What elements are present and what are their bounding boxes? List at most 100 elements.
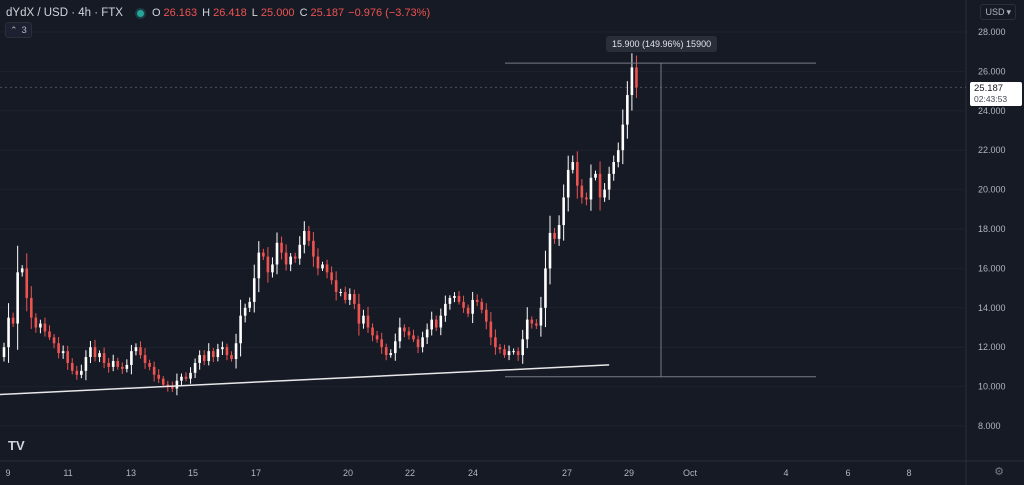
candle-body: [221, 347, 224, 350]
candle: [507, 345, 511, 361]
candle: [580, 179, 584, 204]
trend-line[interactable]: [0, 364, 610, 396]
y-tick-label: 22.000: [978, 145, 1006, 155]
candle-body: [61, 351, 65, 354]
candle-body: [2, 347, 6, 358]
candle: [271, 257, 274, 278]
y-tick-label: 28.000: [978, 27, 1006, 37]
candle: [70, 358, 74, 375]
close-label: C: [299, 7, 308, 19]
gear-icon[interactable]: ⚙: [994, 466, 1004, 478]
candle: [357, 293, 361, 336]
candle-body: [371, 327, 374, 336]
time-axis[interactable]: 9 11 13 15 17 20 22 24 27 29 Oct 4 6 8: [5, 468, 911, 478]
candle-body: [130, 351, 133, 365]
candle: [348, 288, 352, 305]
candle-body: [384, 347, 388, 356]
candle: [193, 358, 197, 379]
candle: [275, 232, 279, 275]
candle-body: [7, 317, 10, 348]
candle: [398, 317, 402, 349]
candle-body: [303, 230, 306, 245]
candle-body: [439, 315, 443, 328]
candle-body: [421, 337, 424, 348]
candle: [607, 166, 611, 200]
candle: [312, 231, 315, 267]
candle-body: [271, 264, 274, 273]
candle-body: [57, 343, 60, 354]
candle: [330, 266, 333, 285]
x-tick-label: 17: [251, 468, 261, 478]
x-tick-label: 4: [783, 468, 788, 478]
candle: [303, 221, 306, 254]
candle: [93, 339, 97, 362]
candle-body: [139, 347, 142, 356]
candle: [134, 343, 138, 356]
y-tick-label: 10.000: [978, 382, 1006, 392]
tradingview-logo-icon[interactable]: TV: [8, 438, 25, 453]
candle-body: [589, 177, 593, 200]
candle: [289, 253, 292, 272]
candle-body: [98, 353, 101, 358]
close-value: 25.187: [310, 7, 345, 19]
candle: [425, 323, 429, 345]
measure-label[interactable]: 15.900 (149.96%) 15900: [606, 36, 718, 52]
candle: [84, 350, 88, 381]
candle-body: [635, 67, 638, 88]
candle: [143, 347, 147, 369]
candle: [11, 312, 15, 328]
candle: [280, 236, 283, 260]
candle: [494, 329, 497, 355]
candle: [34, 313, 38, 333]
candle-body: [571, 162, 575, 170]
candle-body: [430, 319, 433, 330]
candle: [175, 373, 179, 396]
candle-body: [307, 230, 311, 241]
candle: [202, 350, 206, 366]
candle-body: [321, 264, 324, 269]
x-tick-label: 20: [343, 468, 353, 478]
candle-body: [548, 232, 552, 269]
candle: [339, 288, 342, 297]
candle-body: [485, 309, 488, 322]
candle-body: [89, 347, 92, 358]
candle: [266, 247, 270, 283]
candle-body: [134, 347, 138, 352]
candle: [298, 236, 302, 265]
candle-body: [607, 173, 611, 190]
candle: [262, 248, 265, 261]
candle: [234, 333, 238, 369]
candle: [598, 161, 602, 211]
chevron-up-icon: ⌃: [10, 24, 18, 35]
currency-selector[interactable]: USD ▾: [980, 4, 1016, 20]
candle: [43, 317, 47, 337]
candle: [380, 332, 383, 354]
candle: [448, 295, 452, 310]
candle-body: [202, 355, 206, 361]
candle: [325, 259, 329, 279]
high-label: H: [202, 7, 211, 19]
candle-body: [257, 252, 261, 279]
candle-body: [630, 67, 634, 96]
candle: [626, 81, 629, 139]
indicators-toggle[interactable]: ⌃ 3: [5, 22, 32, 38]
symbol-title[interactable]: dYdX / USD · 4h · FTX: [6, 7, 123, 19]
x-tick-label: 13: [126, 468, 136, 478]
candle: [535, 319, 538, 329]
candle-body: [626, 95, 629, 125]
candle-body: [616, 150, 620, 163]
candle-body: [275, 242, 279, 265]
y-tick-label: 24.000: [978, 106, 1006, 116]
candle: [480, 298, 484, 314]
change-value: −0.976 (−3.73%): [348, 7, 431, 19]
candle-body: [143, 355, 147, 363]
candle-body: [198, 355, 201, 363]
candle: [321, 261, 324, 272]
x-tick-label: 6: [845, 468, 850, 478]
price-axis[interactable]: 28.000 26.000 24.000 22.000 20.000 18.000 16.0…: [978, 27, 1006, 431]
candle-body: [380, 339, 383, 348]
candle: [139, 341, 142, 359]
